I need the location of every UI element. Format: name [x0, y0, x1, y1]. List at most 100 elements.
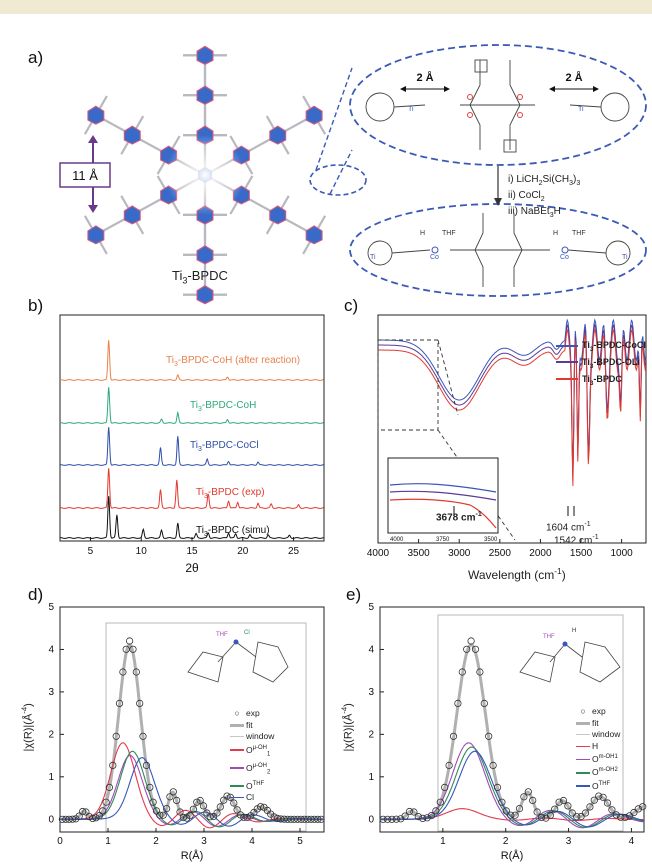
e-exp-point: [630, 808, 638, 817]
c-xtick-label: 3500: [407, 548, 430, 559]
chart-d-xlabel: R(Å): [181, 849, 204, 862]
mol-bot-h-1: H: [420, 230, 425, 237]
d-ytick-label: 2: [48, 729, 54, 740]
e-legend: ○ exp fit window H Om-OH1 Om-OH2 OTHF: [574, 706, 620, 792]
e-xtick-label: 2: [503, 836, 509, 847]
molecule-bottom: Co Co H THF H THF Ti Ti: [367, 213, 631, 287]
d-exp-point: [317, 815, 325, 823]
e-exp-point: [445, 761, 453, 769]
fw-node: [196, 285, 214, 305]
e-exp-point: [480, 699, 488, 708]
e-exp-point: [537, 813, 546, 822]
d-ytick-label: 1: [48, 772, 54, 783]
panel-label-a: a): [28, 48, 44, 67]
b-series-line: [60, 427, 324, 466]
d-legend: ○ exp fit window Oμ-OH1 Oμ-OH2 OTHF Cl: [228, 708, 274, 803]
e-exp-point: [388, 815, 396, 823]
e-ytick-label: 5: [368, 602, 374, 613]
panel-label-c: c): [344, 296, 359, 315]
inset-tick-0: 4000: [390, 537, 404, 543]
d-exp-point: [99, 807, 107, 815]
fw-node: [305, 105, 323, 125]
chart-b-frame: [59, 314, 325, 542]
e-exp-point: [568, 809, 576, 817]
b-xtick-label: 5: [88, 546, 94, 557]
panel-label-d: d): [28, 585, 44, 604]
d-exp-point: [119, 668, 127, 676]
e-exp-point: [546, 811, 554, 819]
e-exp-point: [577, 812, 585, 821]
d-exp-point: [88, 814, 97, 822]
mol-bot-co-1: Co: [430, 254, 439, 261]
e-exp-point: [507, 811, 515, 819]
d-exp-point: [156, 811, 164, 819]
e-legend-5: Om-OH2: [574, 765, 620, 778]
e-exp-point: [555, 798, 563, 806]
d-xtick-label: 4: [249, 836, 255, 847]
e-exp-point: [603, 799, 612, 807]
e-exp-point: [498, 798, 506, 806]
e-exp-point: [551, 805, 559, 813]
e-exp-point: [639, 803, 647, 811]
c-legend: Ti3-BPDC-CoCl Ti3-BPDC-OLi Ti3-BPDC: [556, 339, 646, 389]
e-mol-thf: THF: [543, 634, 555, 640]
b-label-3: Ti3-BPDC (exp): [196, 487, 265, 500]
chart-c: 4000 3500 3000 2500 2000 1500 1000 4000 3750 3…: [367, 314, 647, 559]
c-xtick-label: 2000: [529, 548, 552, 559]
e-legend-2: window: [574, 729, 620, 741]
d-exp-point: [273, 814, 281, 822]
e-exp-point: [432, 807, 440, 815]
fw-node: [87, 105, 105, 125]
d-exp-point: [159, 811, 167, 819]
d-exp-point: [169, 788, 177, 796]
e-exp-point: [441, 783, 449, 791]
c-xtick-label: 1000: [611, 548, 634, 559]
d-component-line: [60, 757, 324, 827]
d-exp-point: [233, 806, 241, 814]
d-exp-point: [126, 637, 134, 645]
d-ytick-label: 4: [48, 644, 54, 655]
c-xtick-label: 2500: [489, 548, 512, 559]
mol-bot-ti-1: Ti: [370, 254, 376, 261]
inset-dash-box: [377, 339, 439, 431]
e-ylabel: |χ(R)|(Å-4): [339, 703, 355, 752]
distance-left-label: 2 Å: [416, 71, 433, 84]
e-exp-point: [485, 732, 493, 740]
d-xtick-label: 2: [153, 836, 159, 847]
fw-node: [87, 225, 105, 245]
e-exp-point: [581, 809, 590, 817]
e-ytick-label: 2: [368, 729, 374, 740]
chart-d-frame: [59, 606, 325, 833]
d-exp-point: [173, 796, 181, 804]
d-exp-point: [186, 811, 194, 819]
d-mol-thf: THF: [216, 632, 228, 638]
d-exp-point: [68, 815, 77, 823]
d-xtick-label: 1: [105, 836, 111, 847]
b-label-1: Ti3-BPDC-CoH: [190, 400, 257, 413]
b-series-line: [60, 468, 324, 509]
d-exp-point: [213, 809, 221, 817]
e-molecule: THF H: [519, 628, 621, 683]
d-exp-point: [82, 808, 90, 816]
c-xtick-label: 4000: [367, 548, 390, 559]
c-legend-1: Ti3-BPDC-OLi: [556, 356, 646, 373]
e-exp-point: [559, 796, 568, 805]
d-exp-point: [78, 807, 87, 816]
zoom-callouts: [309, 44, 647, 297]
d-exp-point: [105, 783, 114, 791]
chart-e-frame: [379, 606, 645, 833]
d-exp-point: [270, 813, 278, 821]
pore-size-indicator: 11 Å: [59, 135, 111, 213]
b-series-line: [60, 340, 324, 381]
mol-bot-thf-1: THF: [442, 230, 456, 237]
c-xtick-label: 1500: [570, 548, 593, 559]
e-exp-point: [467, 637, 475, 645]
e-exp-point: [608, 806, 616, 814]
d-exp-point: [196, 796, 204, 805]
d-xtick-label: 0: [57, 836, 63, 847]
d-exp-point: [240, 813, 248, 821]
d-legend-4: Oμ-OH2: [228, 761, 274, 779]
d-exp-point: [199, 802, 208, 810]
d-exp-point: [146, 783, 154, 791]
d-exp-point: [95, 812, 104, 820]
